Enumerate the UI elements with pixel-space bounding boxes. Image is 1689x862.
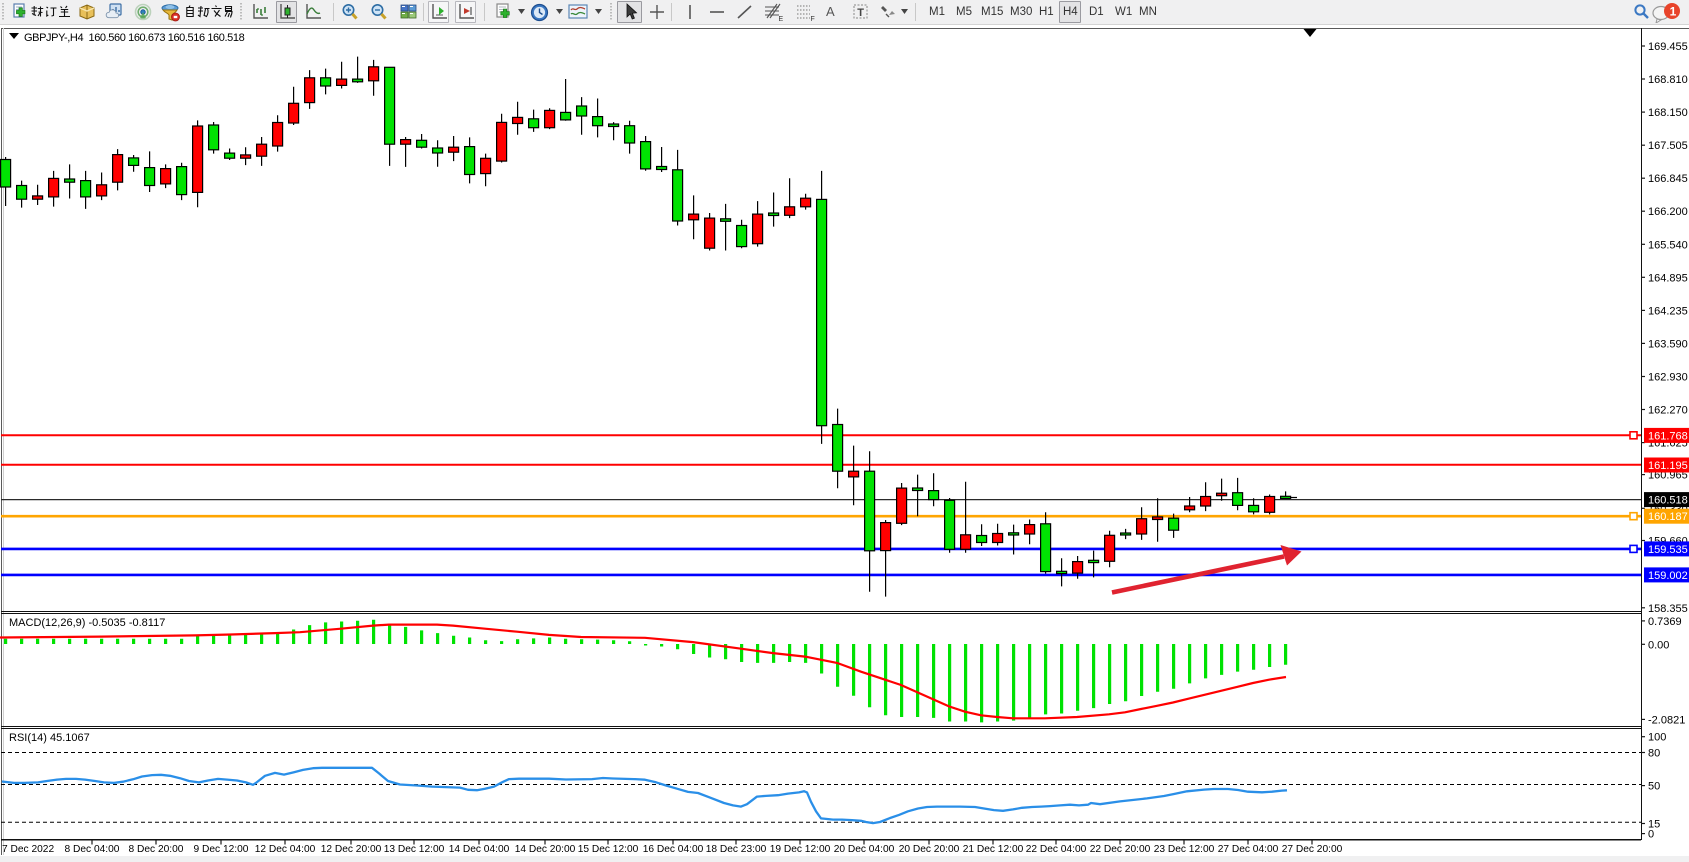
svg-text:8 Dec 20:00: 8 Dec 20:00 [129,844,184,855]
svg-text:23 Dec 12:00: 23 Dec 12:00 [1154,844,1215,855]
svg-text:F: F [811,16,815,22]
svg-text:158.355: 158.355 [1648,603,1688,615]
svg-text:168.810: 168.810 [1648,74,1688,86]
svg-text:8 Dec 04:00: 8 Dec 04:00 [65,844,120,855]
svg-text:168.150: 168.150 [1648,107,1688,119]
svg-text:RSI(14) 45.1067: RSI(14) 45.1067 [9,732,90,744]
svg-text:80: 80 [1648,748,1660,760]
svg-text:14 Dec 04:00: 14 Dec 04:00 [449,844,510,855]
svg-text:15: 15 [1648,819,1660,831]
svg-text:165.540: 165.540 [1648,239,1688,251]
svg-text:15 Dec 12:00: 15 Dec 12:00 [578,844,639,855]
svg-text:-2.0821: -2.0821 [1648,714,1685,726]
svg-text:27 Dec 20:00: 27 Dec 20:00 [1282,844,1343,855]
svg-text:18 Dec 23:00: 18 Dec 23:00 [706,844,767,855]
svg-text:50: 50 [1648,781,1660,793]
svg-text:161.195: 161.195 [1648,460,1688,472]
svg-text:22 Dec 20:00: 22 Dec 20:00 [1090,844,1151,855]
svg-text:9 Dec 12:00: 9 Dec 12:00 [194,844,249,855]
svg-text:E: E [779,16,784,22]
svg-text:164.235: 164.235 [1648,305,1688,317]
svg-text:160.518: 160.518 [1648,495,1688,507]
svg-text:159.535: 159.535 [1648,544,1688,556]
svg-text:0: 0 [1648,829,1654,841]
svg-text:100: 100 [1648,732,1666,744]
svg-text:0.7369: 0.7369 [1648,616,1682,628]
svg-text:166.845: 166.845 [1648,173,1688,185]
svg-text:162.930: 162.930 [1648,372,1688,384]
svg-text:20 Dec 20:00: 20 Dec 20:00 [899,844,960,855]
svg-text:12 Dec 20:00: 12 Dec 20:00 [321,844,382,855]
svg-text:167.505: 167.505 [1648,140,1688,152]
svg-text:1: 1 [1670,5,1677,19]
svg-text:164.895: 164.895 [1648,272,1688,284]
svg-text:13 Dec 12:00: 13 Dec 12:00 [384,844,445,855]
svg-text:160.187: 160.187 [1648,511,1688,523]
svg-text:20 Dec 04:00: 20 Dec 04:00 [834,844,895,855]
svg-text:160.965: 160.965 [1648,470,1688,482]
svg-text:19 Dec 12:00: 19 Dec 12:00 [770,844,831,855]
svg-text:0.00: 0.00 [1648,639,1669,651]
svg-text:169.455: 169.455 [1648,41,1688,53]
svg-text:GBPJPY-,H4 160.560 160.673 16: GBPJPY-,H4 160.560 160.673 160.516 160.5… [24,32,245,44]
svg-text:166.200: 166.200 [1648,206,1688,218]
svg-text:T: T [857,7,864,19]
svg-text:21 Dec 12:00: 21 Dec 12:00 [963,844,1024,855]
svg-text:163.590: 163.590 [1648,338,1688,350]
svg-text:7 Dec 2022: 7 Dec 2022 [2,844,54,855]
svg-text:16 Dec 04:00: 16 Dec 04:00 [643,844,704,855]
svg-text:22 Dec 04:00: 22 Dec 04:00 [1026,844,1087,855]
svg-text:12 Dec 04:00: 12 Dec 04:00 [255,844,316,855]
svg-text:MACD(12,26,9) -0.5035 -0.8117: MACD(12,26,9) -0.5035 -0.8117 [9,617,165,629]
svg-text:162.270: 162.270 [1648,405,1688,417]
svg-text:27 Dec 04:00: 27 Dec 04:00 [1218,844,1279,855]
svg-text:159.002: 159.002 [1648,570,1688,582]
svg-text:161.768: 161.768 [1648,430,1688,442]
svg-text:14 Dec 20:00: 14 Dec 20:00 [515,844,576,855]
